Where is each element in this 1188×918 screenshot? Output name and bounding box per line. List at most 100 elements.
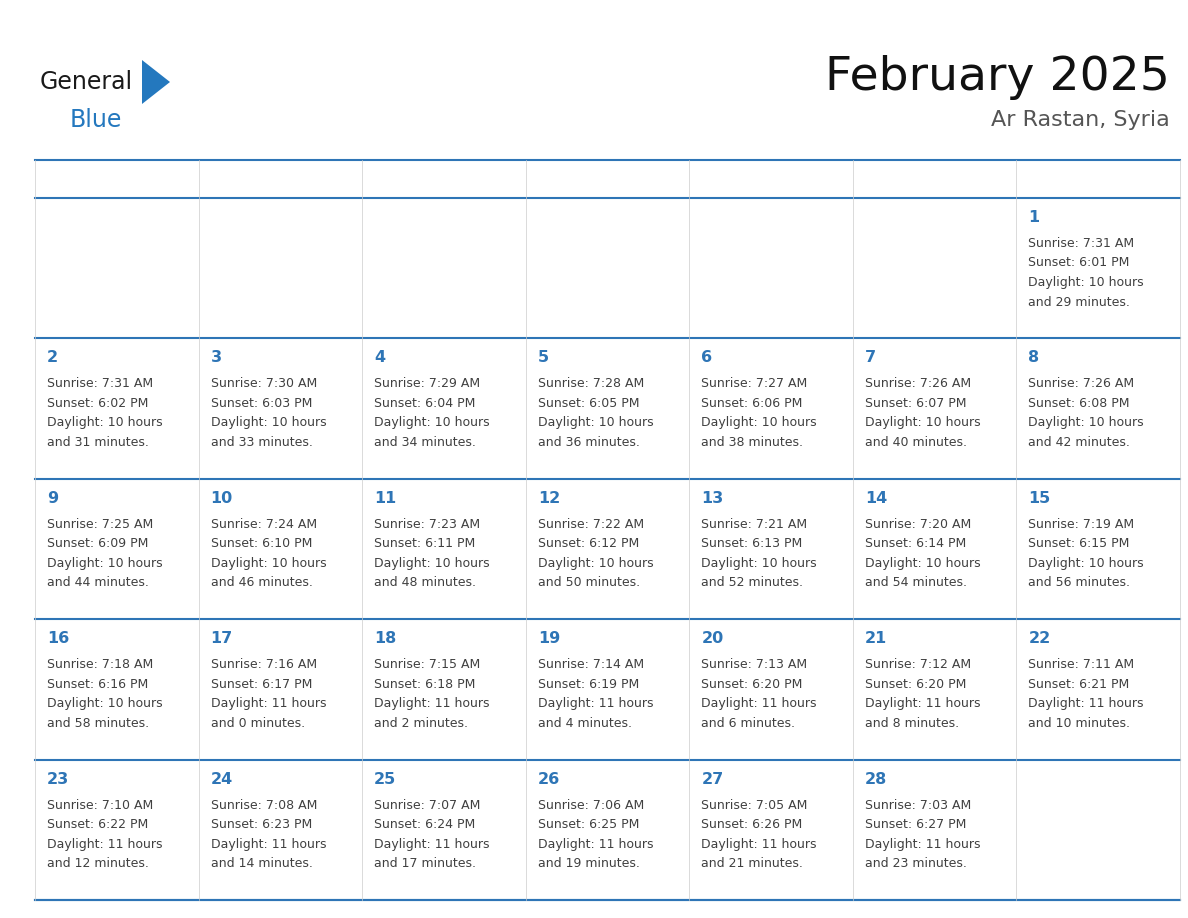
Text: Wednesday: Wednesday [538,170,645,188]
Text: Monday: Monday [210,170,284,188]
Text: Sunset: 6:23 PM: Sunset: 6:23 PM [210,818,311,831]
Text: Sunrise: 7:15 AM: Sunrise: 7:15 AM [374,658,480,671]
Text: Daylight: 11 hours: Daylight: 11 hours [865,697,980,711]
Text: Sunset: 6:25 PM: Sunset: 6:25 PM [538,818,639,831]
Text: and 31 minutes.: and 31 minutes. [48,436,148,449]
Text: Saturday: Saturday [1029,170,1113,188]
Text: Sunset: 6:26 PM: Sunset: 6:26 PM [701,818,803,831]
Text: and 42 minutes.: and 42 minutes. [1029,436,1130,449]
Text: Sunset: 6:04 PM: Sunset: 6:04 PM [374,397,475,410]
Text: Sunrise: 7:07 AM: Sunrise: 7:07 AM [374,799,480,812]
Text: 2: 2 [48,351,58,365]
Text: Sunset: 6:20 PM: Sunset: 6:20 PM [865,677,966,690]
Text: Daylight: 10 hours: Daylight: 10 hours [374,557,489,570]
Text: Sunset: 6:27 PM: Sunset: 6:27 PM [865,818,966,831]
Text: Sunrise: 7:06 AM: Sunrise: 7:06 AM [538,799,644,812]
Text: 17: 17 [210,632,233,646]
Text: Sunset: 6:22 PM: Sunset: 6:22 PM [48,818,148,831]
Text: Daylight: 10 hours: Daylight: 10 hours [1029,417,1144,430]
Text: Sunrise: 7:05 AM: Sunrise: 7:05 AM [701,799,808,812]
Text: Sunset: 6:12 PM: Sunset: 6:12 PM [538,537,639,550]
Text: Sunrise: 7:03 AM: Sunrise: 7:03 AM [865,799,971,812]
Text: 23: 23 [48,772,69,787]
Text: Daylight: 11 hours: Daylight: 11 hours [210,697,326,711]
Text: Daylight: 10 hours: Daylight: 10 hours [538,557,653,570]
Text: Daylight: 10 hours: Daylight: 10 hours [48,697,163,711]
Text: Daylight: 10 hours: Daylight: 10 hours [1029,557,1144,570]
Text: Sunset: 6:16 PM: Sunset: 6:16 PM [48,677,148,690]
Text: Sunrise: 7:16 AM: Sunrise: 7:16 AM [210,658,317,671]
Text: Daylight: 10 hours: Daylight: 10 hours [538,417,653,430]
Text: Daylight: 10 hours: Daylight: 10 hours [865,557,980,570]
Text: Sunrise: 7:10 AM: Sunrise: 7:10 AM [48,799,153,812]
Text: Sunset: 6:10 PM: Sunset: 6:10 PM [210,537,312,550]
Text: Daylight: 11 hours: Daylight: 11 hours [538,837,653,851]
Text: 25: 25 [374,772,397,787]
Text: Daylight: 10 hours: Daylight: 10 hours [865,417,980,430]
Text: and 44 minutes.: and 44 minutes. [48,577,148,589]
Text: Sunrise: 7:28 AM: Sunrise: 7:28 AM [538,377,644,390]
Text: Sunrise: 7:18 AM: Sunrise: 7:18 AM [48,658,153,671]
Text: 16: 16 [48,632,69,646]
Text: Sunset: 6:20 PM: Sunset: 6:20 PM [701,677,803,690]
Text: 20: 20 [701,632,723,646]
Text: 3: 3 [210,351,222,365]
Text: and 2 minutes.: and 2 minutes. [374,717,468,730]
Text: 22: 22 [1029,632,1050,646]
Text: and 14 minutes.: and 14 minutes. [210,857,312,870]
Text: Tuesday: Tuesday [374,170,450,188]
Text: Daylight: 11 hours: Daylight: 11 hours [538,697,653,711]
Text: 12: 12 [538,491,560,506]
Text: Sunrise: 7:14 AM: Sunrise: 7:14 AM [538,658,644,671]
Text: 11: 11 [374,491,397,506]
Text: Sunset: 6:01 PM: Sunset: 6:01 PM [1029,256,1130,270]
Text: and 56 minutes.: and 56 minutes. [1029,577,1131,589]
Text: Sunrise: 7:27 AM: Sunrise: 7:27 AM [701,377,808,390]
Polygon shape [143,60,170,104]
Text: Sunrise: 7:25 AM: Sunrise: 7:25 AM [48,518,153,531]
Text: Sunset: 6:17 PM: Sunset: 6:17 PM [210,677,312,690]
Text: Sunrise: 7:26 AM: Sunrise: 7:26 AM [865,377,971,390]
Text: 9: 9 [48,491,58,506]
Text: Sunrise: 7:12 AM: Sunrise: 7:12 AM [865,658,971,671]
Text: and 10 minutes.: and 10 minutes. [1029,717,1131,730]
Text: General: General [40,70,133,94]
Text: Sunset: 6:03 PM: Sunset: 6:03 PM [210,397,312,410]
Text: and 54 minutes.: and 54 minutes. [865,577,967,589]
Text: 14: 14 [865,491,887,506]
Text: 4: 4 [374,351,385,365]
Text: 10: 10 [210,491,233,506]
Text: and 52 minutes.: and 52 minutes. [701,577,803,589]
Text: Sunrise: 7:22 AM: Sunrise: 7:22 AM [538,518,644,531]
Text: and 48 minutes.: and 48 minutes. [374,577,476,589]
Text: Daylight: 10 hours: Daylight: 10 hours [48,557,163,570]
Text: and 29 minutes.: and 29 minutes. [1029,296,1130,308]
Text: Sunrise: 7:13 AM: Sunrise: 7:13 AM [701,658,808,671]
Text: and 33 minutes.: and 33 minutes. [210,436,312,449]
Text: 27: 27 [701,772,723,787]
Text: Daylight: 11 hours: Daylight: 11 hours [865,837,980,851]
Text: 26: 26 [538,772,560,787]
Text: Friday: Friday [865,170,923,188]
Text: and 50 minutes.: and 50 minutes. [538,577,640,589]
Text: Thursday: Thursday [701,170,788,188]
Text: and 23 minutes.: and 23 minutes. [865,857,967,870]
Text: Sunset: 6:18 PM: Sunset: 6:18 PM [374,677,475,690]
Text: Sunrise: 7:29 AM: Sunrise: 7:29 AM [374,377,480,390]
Text: Sunset: 6:13 PM: Sunset: 6:13 PM [701,537,803,550]
Text: and 6 minutes.: and 6 minutes. [701,717,795,730]
Text: 18: 18 [374,632,397,646]
Text: Daylight: 11 hours: Daylight: 11 hours [1029,697,1144,711]
Text: Sunset: 6:11 PM: Sunset: 6:11 PM [374,537,475,550]
Text: and 34 minutes.: and 34 minutes. [374,436,476,449]
Text: and 19 minutes.: and 19 minutes. [538,857,639,870]
Text: Daylight: 11 hours: Daylight: 11 hours [210,837,326,851]
Text: 24: 24 [210,772,233,787]
Text: Daylight: 10 hours: Daylight: 10 hours [374,417,489,430]
Text: Sunrise: 7:31 AM: Sunrise: 7:31 AM [1029,237,1135,250]
Text: Sunset: 6:09 PM: Sunset: 6:09 PM [48,537,148,550]
Text: 13: 13 [701,491,723,506]
Text: Sunrise: 7:30 AM: Sunrise: 7:30 AM [210,377,317,390]
Text: Daylight: 10 hours: Daylight: 10 hours [210,417,327,430]
Text: and 0 minutes.: and 0 minutes. [210,717,304,730]
